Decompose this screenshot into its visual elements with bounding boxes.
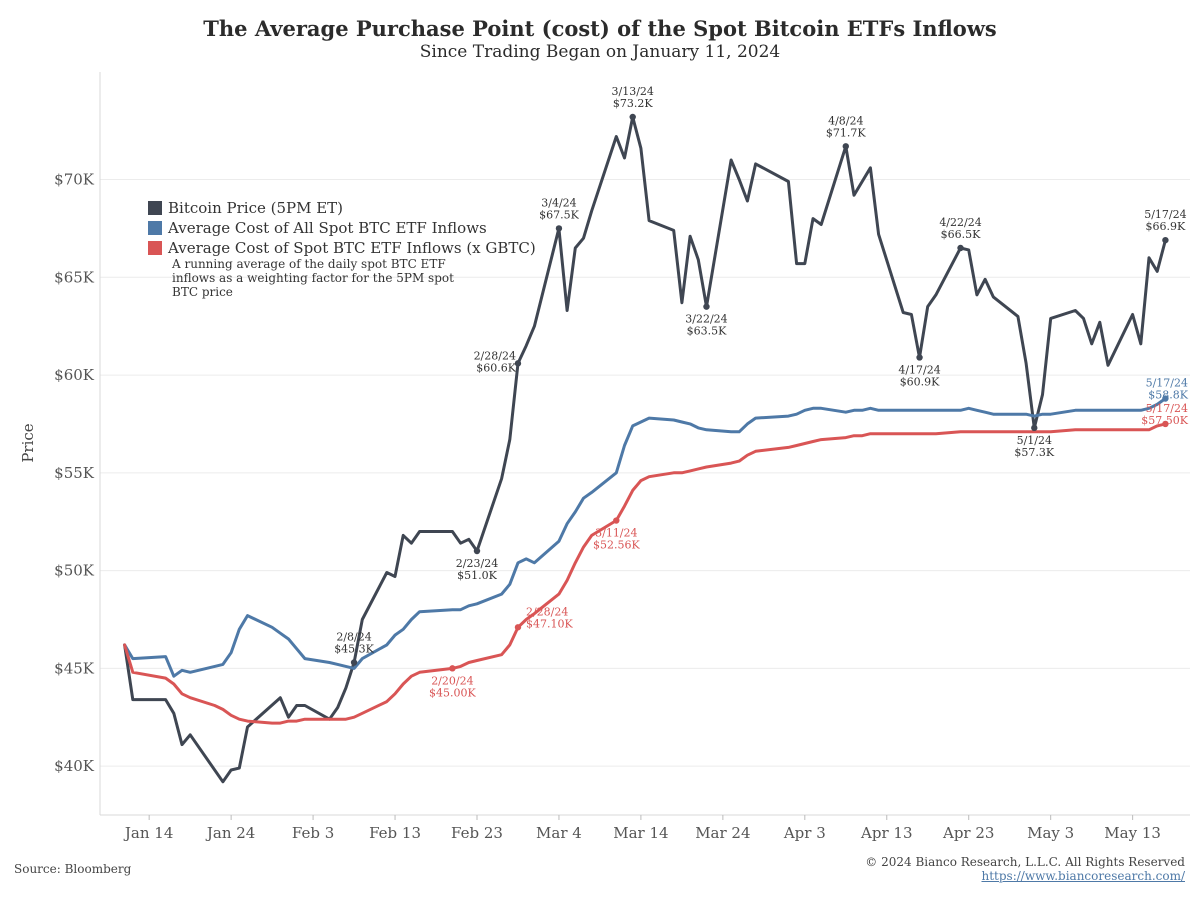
annotation-date: 2/20/24 [431, 674, 473, 687]
annotation-value: $57.50K [1141, 414, 1188, 427]
x-tick-label: May 13 [1104, 824, 1161, 842]
annotation-marker [1162, 420, 1169, 428]
annotation-value: $60.9K [900, 375, 940, 388]
x-tick-label: Mar 24 [695, 824, 750, 842]
legend-label: Bitcoin Price (5PM ET) [168, 199, 344, 217]
y-axis-label: Price [19, 423, 37, 462]
legend-item-bitcoin-price: Bitcoin Price (5PM ET) [148, 199, 343, 217]
annotation-date: 3/13/24 [612, 85, 654, 98]
annotation-marker [449, 665, 456, 672]
website-link[interactable]: https://www.biancoresearch.com/ [981, 869, 1185, 883]
annotation-date: 3/22/24 [685, 313, 727, 326]
annotation-marker [514, 624, 522, 631]
legend-item-avg-cost-all: Average Cost of All Spot BTC ETF Inflows [148, 219, 487, 237]
series-line-1 [123, 397, 1167, 678]
x-tick-label: Jan 24 [205, 824, 255, 842]
legend-swatch [148, 221, 162, 235]
annotation-marker [703, 303, 710, 310]
x-tick-label: May 3 [1027, 824, 1074, 842]
annotation-marker [1031, 424, 1038, 432]
y-tick-label: $65K [54, 268, 95, 286]
annotation-marker [1162, 236, 1169, 244]
annotation-date: 5/1/24 [1017, 434, 1052, 447]
y-tick-label: $50K [54, 562, 95, 580]
chart-subtitle: Since Trading Began on January 11, 2024 [419, 42, 781, 62]
y-tick-label: $60K [54, 366, 95, 384]
annotation-date: 2/28/24 [474, 349, 516, 362]
annotation-marker [613, 517, 620, 524]
annotation-marker [514, 360, 522, 367]
annotation-value: $73.2K [613, 97, 653, 110]
series-lines [123, 115, 1167, 784]
annotation-date: 2/28/24 [526, 605, 568, 618]
annotation-date: 4/22/24 [939, 216, 981, 229]
annotation-value: $58.8K [1148, 389, 1188, 402]
annotation-value: $47.10K [526, 617, 573, 630]
annotation-marker [555, 225, 563, 232]
y-tick-label: $40K [54, 757, 95, 775]
annotation-date: 5/17/24 [1146, 402, 1188, 415]
y-tick-label: $55K [54, 464, 95, 482]
series-line-0 [123, 115, 1167, 784]
source-note: Source: Bloomberg [14, 862, 132, 876]
annotation-marker [957, 244, 964, 252]
annotation-date: 3/11/24 [595, 527, 637, 540]
copyright-note: © 2024 Bianco Research, L.L.C. All Right… [865, 855, 1185, 869]
chart-title: The Average Purchase Point (cost) of the… [203, 16, 997, 41]
annotation-marker [473, 547, 481, 555]
annotation-value: $63.5K [687, 325, 727, 338]
y-tick-label: $70K [54, 171, 95, 189]
annotation-value: $66.5K [941, 228, 981, 241]
x-tick-label: Mar 4 [536, 824, 582, 842]
annotation-value: $57.3K [1014, 446, 1054, 459]
annotation-date: 4/8/24 [828, 114, 863, 127]
y-tick-label: $45K [54, 659, 95, 677]
annotation-marker [629, 113, 636, 121]
legend-note: A running average of the daily spot BTC … [172, 257, 454, 299]
annotation-date: 4/17/24 [898, 363, 940, 376]
x-tick-label: Apr 23 [942, 824, 994, 842]
annotation-value: $71.7K [826, 126, 866, 139]
annotation-value: $51.0K [457, 569, 497, 582]
annotation-value: $66.9K [1146, 220, 1186, 233]
x-tick-label: Mar 14 [613, 824, 668, 842]
legend-swatch [148, 241, 162, 255]
series-line-2 [123, 422, 1167, 725]
x-tick-label: Feb 13 [369, 824, 421, 842]
annotation-value: $67.5K [539, 208, 579, 221]
annotation-marker [1162, 395, 1169, 402]
annotation-value: $45.00K [429, 686, 476, 699]
legend-label: Average Cost of Spot BTC ETF Inflows (x … [168, 239, 536, 257]
annotation-value: $45.3K [334, 642, 374, 655]
annotation-marker [350, 659, 358, 666]
annotation-date: 5/17/24 [1146, 377, 1188, 390]
x-tick-label: Jan 14 [123, 824, 173, 842]
annotation-marker [842, 143, 849, 150]
legend-item-avg-cost-x-gbtc: Average Cost of Spot BTC ETF Inflows (x … [148, 239, 536, 257]
x-tick-label: Apr 13 [860, 824, 912, 842]
annotation-value: $60.6K [476, 361, 516, 374]
annotation-date: 2/23/24 [456, 557, 498, 570]
x-tick-label: Apr 3 [783, 824, 826, 842]
annotation-value: $52.56K [593, 539, 640, 552]
annotation-date: 3/4/24 [541, 196, 576, 209]
annotations: 2/8/24$45.3K2/23/24$51.0K2/28/24$60.6K3/… [334, 85, 1189, 699]
legend-label: Average Cost of All Spot BTC ETF Inflows [168, 219, 487, 237]
legend-swatch [148, 201, 162, 215]
annotation-date: 5/17/24 [1144, 208, 1186, 221]
x-tick-label: Feb 23 [451, 824, 503, 842]
x-tick-label: Feb 3 [292, 824, 334, 842]
annotation-marker [916, 354, 923, 361]
axes: $40K $45K $50K $55K $60K $65K $70K Jan 14 Jan 24… [54, 72, 1190, 842]
annotation-date: 2/8/24 [336, 630, 371, 643]
